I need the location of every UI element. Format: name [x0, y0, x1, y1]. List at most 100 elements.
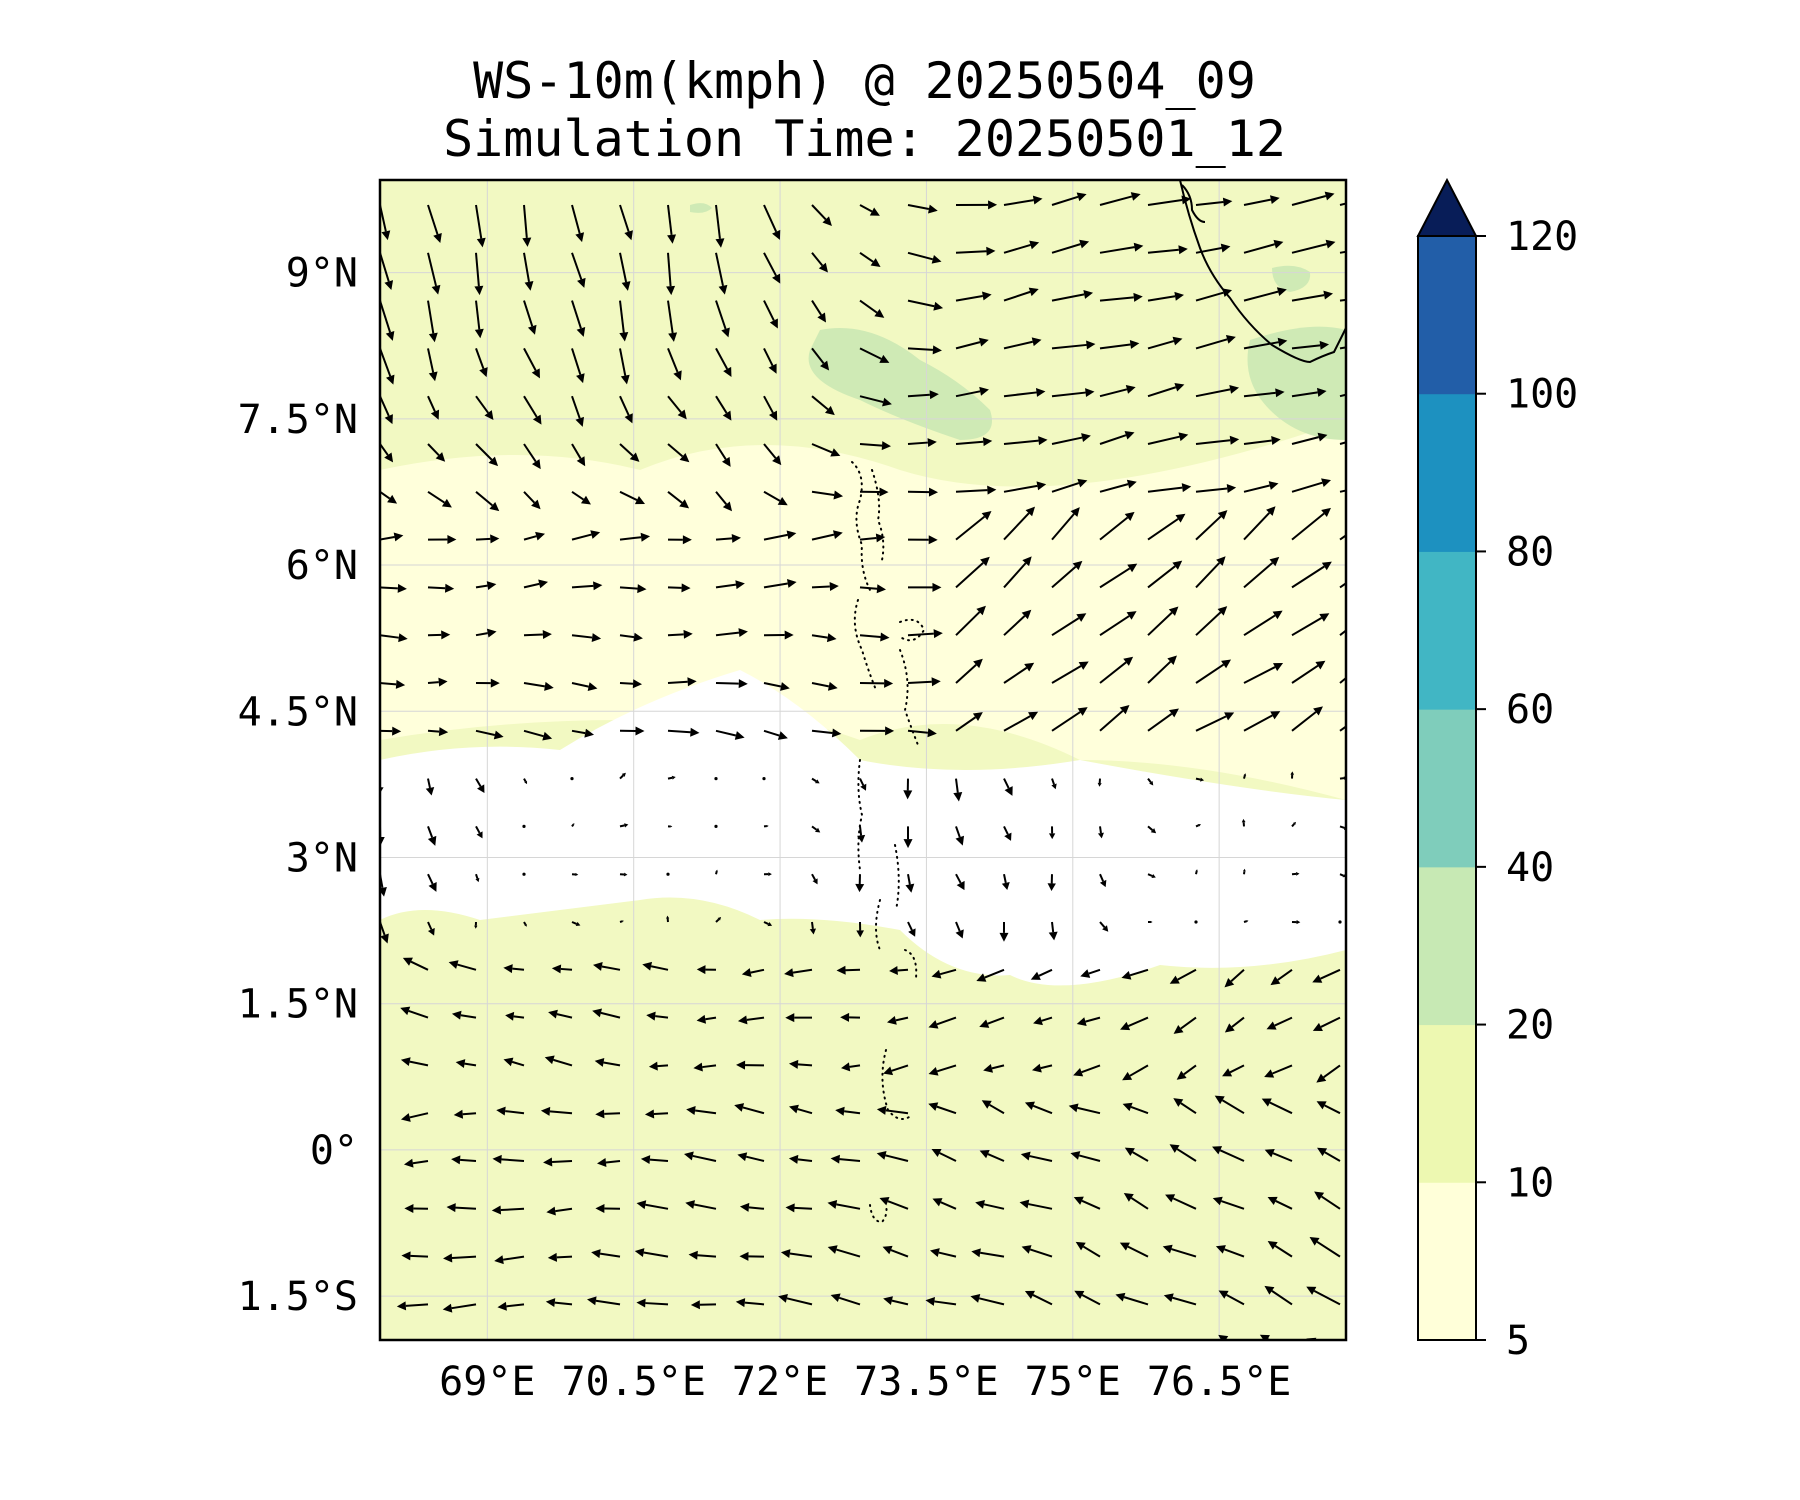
wind-vector: [788, 1104, 813, 1115]
wind-vector: [715, 869, 718, 875]
wind-vector: [1051, 707, 1088, 732]
wind-vector: [714, 777, 718, 781]
wind-vector: [523, 531, 546, 541]
wind-vector: [1021, 1245, 1053, 1258]
wind-vector: [571, 581, 603, 591]
wind-vector: [811, 204, 832, 226]
wind-vector: [619, 772, 626, 780]
wind-vector: [928, 1016, 957, 1029]
wind-vector: [1243, 662, 1284, 684]
wind-vector: [548, 1009, 573, 1019]
wind-vector: [1073, 1196, 1101, 1210]
wind-vector: [591, 1249, 621, 1259]
wind-vector: [667, 583, 691, 593]
wind-vector: [523, 491, 541, 510]
wind-vector: [442, 1303, 477, 1313]
wind-vector: [715, 443, 731, 467]
wind-vector: [841, 1062, 861, 1072]
wind-vector: [1195, 659, 1232, 684]
wind-vector: [380, 443, 394, 463]
wind-vector: [592, 1008, 621, 1019]
wind-vector: [715, 917, 722, 923]
wind-vector: [741, 968, 765, 977]
wind-vector: [380, 300, 395, 341]
wind-vector: [1003, 825, 1012, 841]
wind-vector: [1339, 346, 1346, 350]
wind-vector: [859, 299, 885, 318]
wind-vector: [666, 915, 670, 923]
wind-vector: [690, 1300, 717, 1310]
wind-vector: [1195, 197, 1233, 207]
wind-vector: [1162, 1244, 1197, 1258]
wind-vector: [1051, 661, 1089, 684]
wind-vector: [1113, 1342, 1148, 1352]
wind-vector: [443, 1253, 477, 1263]
wind-vector: [1169, 1144, 1197, 1162]
wind-vector: [427, 727, 449, 737]
wind-vector: [780, 1249, 813, 1258]
wind-vector: [883, 1296, 909, 1306]
wind-vector: [1147, 777, 1154, 786]
wind-vector: [685, 1200, 717, 1210]
wind-vector: [648, 1061, 669, 1071]
wind-vector: [667, 443, 690, 463]
wind-speed-fill-light-band: [380, 420, 1346, 800]
wind-vector: [953, 778, 963, 802]
wind-vector: [394, 1352, 428, 1361]
wind-vector: [597, 1158, 621, 1167]
wind-vector: [1051, 340, 1096, 350]
lat-tick-label: 4.5°N: [238, 689, 358, 735]
wind-vector: [475, 825, 483, 839]
wind-vector: [492, 1154, 525, 1164]
wind-vector: [955, 246, 996, 256]
wind-vector: [983, 1064, 1005, 1073]
wind-vector: [928, 1064, 957, 1076]
wind-vector: [666, 872, 670, 876]
wind-vector: [491, 1205, 525, 1215]
wind-vector: [763, 729, 788, 740]
wind-vector: [352, 1349, 380, 1358]
wind-vector: [427, 921, 435, 936]
wind-vector: [715, 491, 733, 512]
wind-vector: [427, 873, 437, 892]
wind-vector: [883, 1064, 909, 1076]
wind-vector: [427, 252, 441, 295]
wind-vector: [763, 530, 797, 541]
wind-vector: [427, 395, 440, 420]
wind-vector: [970, 1293, 1005, 1306]
wind-vector: [499, 1347, 524, 1356]
wind-vector: [827, 1245, 861, 1258]
wind-vector: [1147, 606, 1179, 636]
wind-vector: [1195, 712, 1235, 732]
wind-vector: [587, 1296, 621, 1306]
wind-vector: [1123, 1193, 1149, 1210]
wind-vector: [619, 204, 633, 241]
wind-vector: [1243, 436, 1281, 445]
wind-vector: [380, 583, 407, 593]
wind-vector: [1003, 195, 1043, 206]
wind-vector: [811, 395, 835, 416]
wind-vector: [1291, 920, 1301, 925]
lon-tick-label: 76.5°E: [1147, 1359, 1292, 1405]
lat-tick-label: 3°N: [286, 835, 358, 881]
wind-vector: [1224, 969, 1245, 988]
wind-vector: [859, 204, 880, 216]
wind-vector: [1024, 1290, 1053, 1306]
wind-vector: [907, 535, 938, 545]
colorbar-extend-arrow: [1416, 177, 1478, 237]
wind-vector: [859, 487, 889, 497]
wind-vector: [1033, 1016, 1053, 1026]
wind-vector: [1291, 478, 1332, 493]
lat-tick-label: 0°: [310, 1128, 358, 1174]
wind-vector: [907, 629, 943, 639]
wind-vector: [475, 491, 500, 512]
colorbar-segment: [1418, 866, 1476, 1026]
wind-vector: [836, 965, 861, 975]
wind-vector: [1003, 556, 1032, 589]
wind-vector: [1122, 1102, 1149, 1115]
wind-vector: [619, 532, 651, 542]
colorbar-tick-label: 60: [1506, 687, 1554, 733]
wind-vector: [1291, 613, 1330, 637]
wind-vector: [427, 826, 437, 846]
wind-vector: [634, 1248, 669, 1258]
